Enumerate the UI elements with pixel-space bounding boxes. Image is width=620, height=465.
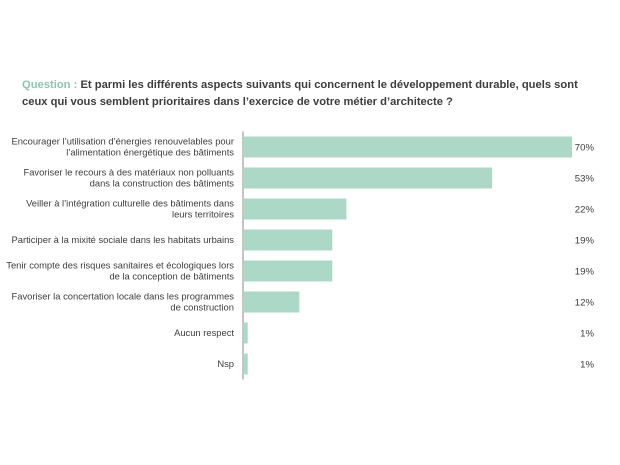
question-body: Et parmi les différents aspects suivants…: [22, 79, 578, 108]
question-text: Question : Et parmi les différents aspec…: [22, 77, 602, 111]
bar-6: [243, 291, 300, 313]
category-label-line: Veiller à l’intégration culturelle des b…: [26, 198, 234, 209]
category-label-line: de la conception de bâtiments: [109, 271, 234, 282]
value-label-5: 19%: [575, 267, 595, 278]
bar-4: [243, 229, 333, 251]
category-label-line: Nsp: [217, 358, 234, 369]
category-label-4: Participer à la mixité sociale dans les …: [11, 234, 234, 245]
category-label-line: Favoriser le recours à des matériaux non…: [23, 167, 234, 178]
value-label-6: 12%: [575, 298, 595, 309]
category-label-line: Favoriser la concertation locale dans le…: [12, 291, 235, 302]
value-label-4: 19%: [575, 236, 595, 247]
category-label-line: de construction: [170, 302, 234, 313]
category-label-line: leurs territoires: [172, 209, 234, 220]
category-label-2: Favoriser le recours à des matériaux non…: [23, 167, 234, 189]
category-label-8: Nsp: [217, 358, 234, 369]
category-label-3: Veiller à l’intégration culturelle des b…: [26, 198, 234, 220]
bar-8: [243, 353, 248, 375]
category-label-line: l’alimentation énergétique des bâtiments: [66, 147, 234, 158]
bar-5: [243, 260, 333, 282]
question-label: Question :: [22, 79, 78, 91]
category-label-1: Encourager l’utilisation d’énergies reno…: [11, 136, 234, 158]
value-label-1: 70%: [575, 143, 595, 154]
category-label-line: Encourager l’utilisation d’énergies reno…: [11, 136, 234, 147]
value-label-2: 53%: [575, 174, 595, 185]
value-label-7: 1%: [580, 329, 594, 340]
bar-7: [243, 322, 248, 344]
bar-2: [243, 167, 493, 189]
category-label-line: Tenir compte des risques sanitaires et é…: [6, 260, 234, 271]
value-label-8: 1%: [580, 360, 594, 371]
category-label-line: Aucun respect: [174, 327, 234, 338]
category-label-7: Aucun respect: [174, 327, 234, 338]
value-label-3: 22%: [575, 205, 595, 216]
bar-3: [243, 198, 347, 220]
category-label-6: Favoriser la concertation locale dans le…: [12, 291, 235, 313]
category-label-line: Participer à la mixité sociale dans les …: [11, 234, 234, 245]
bar-1: [243, 136, 572, 158]
category-label-5: Tenir compte des risques sanitaires et é…: [6, 260, 234, 282]
category-label-line: dans la construction des bâtiments: [90, 178, 235, 189]
